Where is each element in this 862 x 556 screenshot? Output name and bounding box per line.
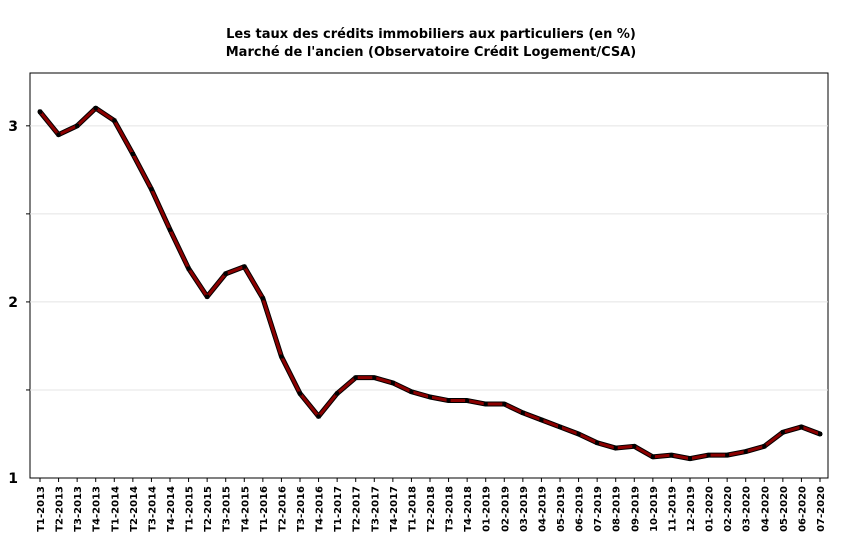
- x-tick-label: 07-2020: [816, 486, 827, 532]
- data-point: [539, 417, 544, 422]
- x-tick-label: T4-2013: [92, 486, 103, 532]
- data-point: [38, 109, 42, 114]
- x-tick-label: T2-2017: [352, 486, 363, 532]
- data-point: [780, 430, 785, 435]
- data-point: [558, 424, 562, 429]
- data-point: [595, 440, 600, 445]
- data-point: [149, 187, 154, 192]
- data-point: [279, 354, 284, 359]
- data-point: [650, 454, 655, 459]
- data-point: [632, 444, 637, 449]
- data-point: [242, 264, 247, 269]
- data-point: [762, 444, 767, 449]
- chart-subtitle: Marché de l'ancien (Observatoire Crédit …: [225, 45, 637, 60]
- data-point: [372, 375, 377, 380]
- data-point: [818, 431, 822, 436]
- data-point: [706, 453, 711, 458]
- x-tick-label: T2-2013: [55, 486, 66, 532]
- x-tick-label: T3-2013: [73, 486, 84, 532]
- y-tick-label: 1: [8, 471, 18, 487]
- x-tick-label: 05-2020: [779, 486, 790, 532]
- x-tick-label: 05-2019: [556, 486, 567, 532]
- x-tick-label: 08-2019: [612, 486, 623, 532]
- x-tick-label: T4-2016: [315, 486, 326, 532]
- x-tick-label: 12-2019: [686, 486, 697, 532]
- data-point: [112, 118, 117, 123]
- data-point: [168, 227, 172, 232]
- x-tick-label: T1-2017: [333, 486, 344, 532]
- x-tick-label: 01-2019: [482, 486, 493, 532]
- data-point: [725, 453, 730, 458]
- data-point: [130, 152, 135, 156]
- x-tick-label: T3-2016: [296, 486, 307, 532]
- x-tick-label: T4-2017: [389, 486, 400, 532]
- x-tick-label: 07-2019: [593, 486, 604, 532]
- x-tick-label: 02-2020: [723, 486, 734, 532]
- x-tick-label: 03-2020: [742, 486, 753, 532]
- x-tick-label: T2-2018: [426, 486, 437, 532]
- x-tick-label: T4-2018: [463, 486, 474, 532]
- data-point: [613, 446, 618, 451]
- data-point: [75, 123, 80, 128]
- data-point: [316, 414, 321, 419]
- data-point: [56, 132, 61, 137]
- data-point: [335, 391, 340, 396]
- x-tick-label: T2-2015: [203, 486, 214, 532]
- x-tick-label: T1-2016: [259, 486, 270, 532]
- data-point: [576, 431, 581, 436]
- x-tick-label: T4-2015: [240, 486, 251, 532]
- x-tick-label: T2-2016: [277, 486, 288, 532]
- data-point: [353, 375, 358, 380]
- x-tick-label: T2-2014: [129, 486, 140, 532]
- data-point: [409, 389, 414, 394]
- x-tick-label: 10-2019: [649, 486, 660, 532]
- x-tick-label: 02-2019: [500, 486, 511, 532]
- data-point: [186, 266, 191, 271]
- data-point: [483, 402, 488, 407]
- plot-frame: [29, 72, 829, 479]
- x-tick-label: T1-2013: [36, 486, 47, 532]
- series-line-outline: [37, 105, 823, 462]
- data-point: [298, 391, 302, 396]
- data-point: [223, 271, 228, 276]
- data-point: [669, 453, 674, 458]
- series-line: [38, 106, 822, 461]
- data-point: [390, 380, 395, 385]
- data-point: [260, 296, 265, 301]
- x-tick-label: T1-2018: [407, 486, 418, 532]
- data-point: [205, 294, 210, 299]
- data-point: [743, 449, 748, 454]
- data-point: [446, 398, 451, 403]
- x-tick-label: T3-2018: [445, 486, 456, 532]
- x-tick-label: T1-2015: [185, 486, 196, 532]
- data-point: [688, 456, 692, 461]
- data-point: [502, 402, 507, 407]
- x-tick-label: 06-2020: [797, 486, 808, 532]
- x-tick-label: 03-2019: [519, 486, 530, 532]
- x-tick-label: T3-2014: [147, 486, 158, 532]
- y-tick-label: 3: [8, 119, 18, 135]
- x-tick-label: 06-2019: [575, 486, 586, 532]
- x-tick-label: 11-2019: [667, 486, 678, 532]
- x-tick-label: T4-2014: [166, 486, 177, 532]
- x-tick-label: 04-2020: [760, 486, 771, 532]
- data-point: [428, 395, 432, 399]
- data-point: [520, 410, 525, 415]
- x-tick-label: 01-2020: [705, 486, 716, 532]
- data-point: [799, 424, 804, 429]
- x-tick-label: T3-2017: [370, 486, 381, 532]
- x-tick-label: T1-2014: [110, 486, 121, 532]
- x-tick-label: 04-2019: [537, 486, 548, 532]
- data-point: [465, 398, 470, 403]
- data-point: [93, 106, 98, 111]
- x-tick-label: 09-2019: [630, 486, 641, 532]
- chart-title: Les taux des crédits immobiliers aux par…: [226, 27, 636, 42]
- y-tick-label: 2: [8, 295, 18, 311]
- x-tick-label: T3-2015: [222, 486, 233, 532]
